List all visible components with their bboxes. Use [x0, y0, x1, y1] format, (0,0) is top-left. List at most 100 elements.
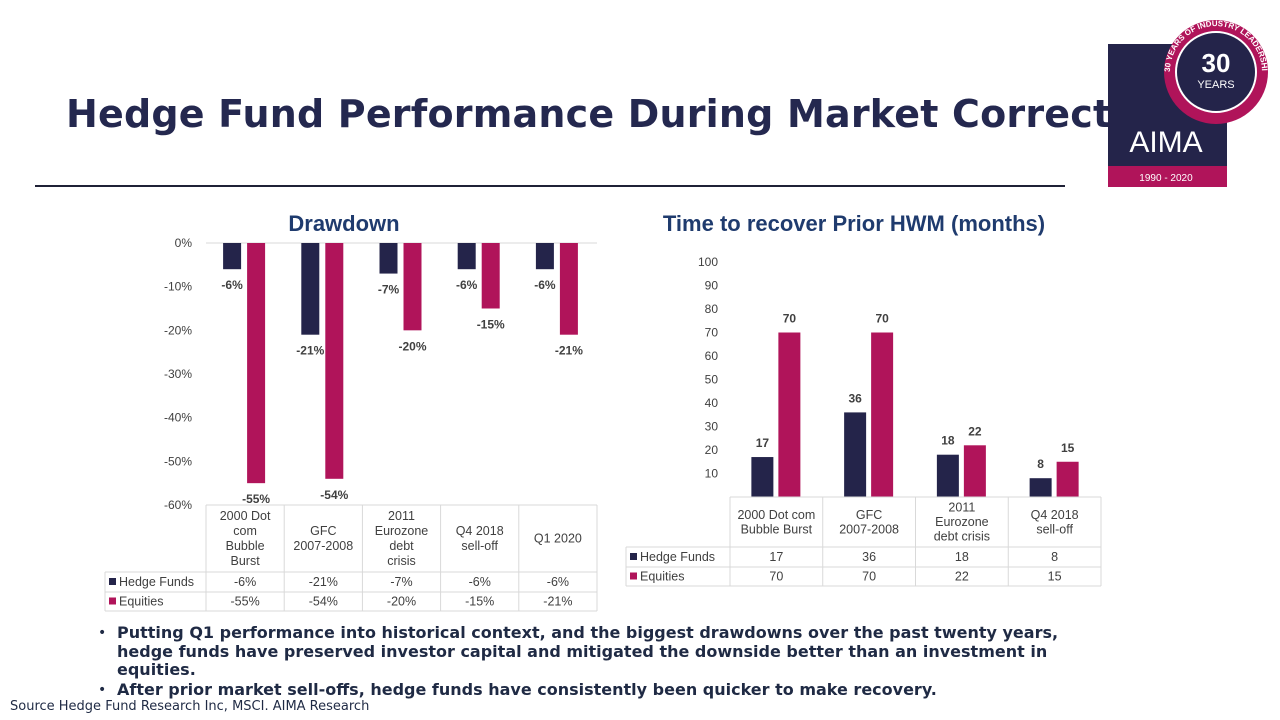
equities-row-label: Equities — [119, 595, 163, 609]
recovery-table-cell: 70 — [862, 570, 876, 584]
equities-data-label: 70 — [875, 312, 889, 326]
equities-data-label: -21% — [555, 344, 583, 358]
key-point-2: After prior market sell-offs, hedge fund… — [98, 680, 1108, 700]
drawdown-chart-title: Drawdown — [288, 211, 399, 236]
recovery-time-chart: Time to recover Prior HWM (months) 10 20 3… — [625, 211, 1102, 587]
equities-bar — [1056, 461, 1079, 497]
drawdown-table-cell: -15% — [465, 595, 494, 609]
drawdown-table-cell: -20% — [387, 595, 416, 609]
drawdown-y-tick: -40% — [164, 411, 192, 425]
drawdown-category-label: 2011 Eurozone debt crisis — [375, 509, 429, 568]
recovery-category-label: GFC 2007-2008 — [839, 508, 899, 537]
logo-year-band — [1108, 166, 1227, 187]
hedge-funds-bar — [751, 457, 774, 497]
equities-bar — [778, 332, 801, 497]
equities-data-label: 70 — [783, 312, 797, 326]
source-note: Source Hedge Fund Research Inc, MSCI. AI… — [10, 699, 370, 714]
hedge-funds-bar — [1029, 478, 1052, 497]
equities-row-label: Equities — [640, 570, 684, 584]
logo-badge — [1175, 31, 1257, 113]
drawdown-table-cell: -6% — [469, 575, 491, 589]
key-points-list: Putting Q1 performance into historical c… — [98, 623, 1108, 700]
drawdown-category-label: Q1 2020 — [534, 532, 582, 546]
logo-years: 1990 - 2020 — [1139, 173, 1193, 184]
drawdown-chart: Drawdown 0% -10% -20% -30% -40% -50% -60% -6% -… — [104, 211, 598, 612]
drawdown-y-tick: -10% — [164, 280, 192, 294]
equities-data-label: -20% — [398, 339, 426, 353]
drawdown-category-label: GFC 2007-2008 — [293, 524, 353, 553]
drawdown-table-cell: -6% — [234, 575, 256, 589]
drawdown-y-tick: -30% — [164, 367, 192, 381]
recovery-y-tick: 30 — [705, 420, 719, 434]
drawdown-y-tick: -50% — [164, 454, 192, 468]
equities-bar — [963, 445, 986, 497]
drawdown-y-tick: -60% — [164, 498, 192, 512]
recovery-table-cell: 36 — [862, 550, 876, 564]
recovery-table-cell: 22 — [955, 570, 969, 584]
hedge-funds-bar — [936, 454, 959, 497]
drawdown-table-cell: -55% — [231, 595, 260, 609]
drawdown-y-tick: 0% — [175, 236, 193, 250]
page-title: Hedge Fund Performance During Market Cor… — [66, 92, 1201, 136]
hedge-funds-data-label: 36 — [848, 391, 862, 405]
drawdown-table-cell: -7% — [390, 575, 412, 589]
equities-bar — [871, 332, 894, 497]
drawdown-category-label: 2000 Dot com Bubble Burst — [220, 509, 271, 568]
equities-bar — [481, 243, 500, 309]
recovery-category-label: 2000 Dot com Bubble Burst — [737, 508, 815, 537]
hedge-funds-data-label: 17 — [756, 436, 770, 450]
recovery-table-cell: 15 — [1048, 570, 1062, 584]
recovery-category-label: 2011 Eurozone debt crisis — [934, 501, 990, 544]
recovery-table-cell: 18 — [955, 550, 969, 564]
hedge-funds-data-label: 8 — [1037, 457, 1044, 471]
equities-bar — [403, 243, 422, 331]
drawdown-y-tick: -20% — [164, 323, 192, 337]
hedge-funds-bar — [535, 243, 554, 270]
hedge-funds-data-label: -6% — [534, 278, 556, 292]
recovery-y-tick: 10 — [705, 467, 719, 481]
equities-data-label: 22 — [968, 424, 982, 438]
drawdown-table-cell: -54% — [309, 595, 338, 609]
logo-wordmark: AIMA — [1129, 126, 1202, 159]
hedge-funds-row-label: Hedge Funds — [640, 550, 715, 564]
hedge-funds-bar — [844, 412, 867, 497]
hedge-funds-data-label: -21% — [296, 344, 324, 358]
hedge-funds-data-label: 18 — [941, 434, 955, 448]
logo-badge-word: YEARS — [1197, 79, 1234, 91]
recovery-y-tick: 80 — [705, 302, 719, 316]
equities-legend-key — [630, 572, 637, 580]
hedge-funds-bar — [223, 243, 242, 270]
logo-badge-number: 30 — [1202, 48, 1231, 78]
recovery-chart-title: Time to recover Prior HWM (months) — [663, 211, 1045, 236]
equities-bar — [559, 243, 578, 335]
drawdown-table-cell: -6% — [547, 575, 569, 589]
hedge-funds-data-label: -6% — [456, 278, 478, 292]
recovery-y-tick: 50 — [705, 373, 719, 387]
aima-logo: 30 YEARS OF INDUSTRY LEADERSHIP 30 YEARS… — [1108, 10, 1268, 187]
recovery-y-tick: 70 — [705, 326, 719, 340]
hedge-funds-data-label: -6% — [221, 278, 243, 292]
recovery-y-tick: 20 — [705, 443, 719, 457]
recovery-y-tick: 100 — [698, 255, 718, 269]
recovery-y-tick: 60 — [705, 349, 719, 363]
equities-data-label: -15% — [477, 318, 505, 332]
hedge-funds-bar — [379, 243, 398, 274]
equities-data-label: -55% — [242, 492, 270, 506]
hedge-funds-data-label: -7% — [378, 283, 400, 297]
title-divider — [35, 185, 1065, 187]
hedge-funds-legend-key — [630, 553, 637, 560]
hedge-funds-legend-key — [109, 578, 116, 585]
equities-bar — [325, 243, 344, 479]
recovery-y-tick: 90 — [705, 279, 719, 293]
recovery-y-tick: 40 — [705, 396, 719, 410]
recovery-table-cell: 8 — [1051, 550, 1058, 564]
equities-legend-key — [109, 597, 116, 605]
hedge-funds-row-label: Hedge Funds — [119, 575, 194, 589]
recovery-table-cell: 17 — [769, 550, 783, 564]
hedge-funds-bar — [301, 243, 320, 335]
drawdown-category-label: Q4 2018 sell-off — [456, 524, 504, 553]
hedge-funds-bar — [457, 243, 476, 270]
equities-data-label: 15 — [1061, 441, 1075, 455]
recovery-category-label: Q4 2018 sell-off — [1031, 508, 1079, 537]
drawdown-table-cell: -21% — [309, 575, 338, 589]
